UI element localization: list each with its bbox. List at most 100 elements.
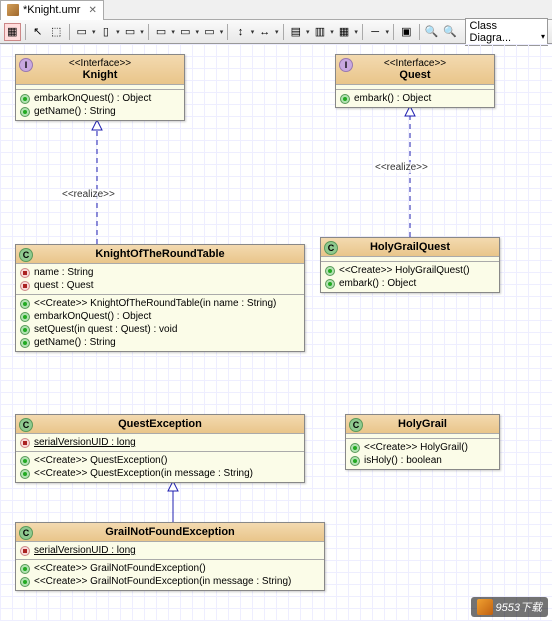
member-row[interactable]: isHoly() : boolean bbox=[346, 454, 499, 467]
class-icon: C bbox=[19, 526, 33, 540]
toolbar-align-top[interactable]: ▭ bbox=[153, 23, 170, 41]
class-title[interactable]: CHolyGrail bbox=[346, 415, 499, 434]
separator bbox=[69, 24, 70, 40]
member-row[interactable]: <<Create>> GrailNotFoundException() bbox=[16, 562, 324, 575]
member-text: embark() : Object bbox=[339, 278, 416, 289]
member-row[interactable]: serialVersionUID : long bbox=[16, 436, 304, 449]
class-hgq[interactable]: CHolyGrailQuest <<Create>> HolyGrailQuest… bbox=[320, 237, 500, 293]
public-icon bbox=[20, 469, 30, 479]
toolbar-size1[interactable]: ↕ bbox=[232, 23, 249, 41]
member-row[interactable]: getName() : String bbox=[16, 105, 184, 118]
toolbar-zoom-in[interactable]: 🔍 bbox=[423, 23, 440, 41]
toolbar-line[interactable]: ─ bbox=[367, 23, 384, 41]
close-icon[interactable]: ✕ bbox=[88, 5, 96, 16]
member-row[interactable]: serialVersionUID : long bbox=[16, 544, 324, 557]
toolbar-dd[interactable]: ▾ bbox=[171, 28, 175, 36]
class-title[interactable]: CQuestException bbox=[16, 415, 304, 434]
toolbar-dd[interactable]: ▾ bbox=[196, 28, 200, 36]
class-title[interactable]: CGrailNotFoundException bbox=[16, 523, 324, 542]
member-row[interactable]: embarkOnQuest() : Object bbox=[16, 92, 184, 105]
member-text: <<Create>> QuestException() bbox=[34, 455, 167, 466]
toolbar-dd[interactable]: ▾ bbox=[354, 28, 358, 36]
connection-label: <<realize>> bbox=[60, 189, 117, 200]
toolbar-pointer[interactable]: ↖ bbox=[29, 23, 46, 41]
member-text: <<Create>> HolyGrail() bbox=[364, 442, 468, 453]
class-quest[interactable]: I<<Interface>>Quest embark() : Object bbox=[335, 54, 495, 108]
class-kot[interactable]: CKnightOfTheRoundTablename : Stringquest… bbox=[15, 244, 305, 352]
separator bbox=[25, 24, 26, 40]
toolbar-new-pkg[interactable]: ▦ bbox=[336, 23, 353, 41]
member-row[interactable]: setQuest(in quest : Quest) : void bbox=[16, 323, 304, 336]
operations: embarkOnQuest() : ObjectgetName() : Stri… bbox=[16, 90, 184, 120]
toolbar-fit[interactable]: ▣ bbox=[398, 23, 415, 41]
public-icon bbox=[20, 94, 30, 104]
class-icon: C bbox=[19, 248, 33, 262]
member-row[interactable]: <<Create>> QuestException() bbox=[16, 454, 304, 467]
class-knight[interactable]: I<<Interface>>Knight embarkOnQuest() : Ob… bbox=[15, 54, 185, 121]
private-icon bbox=[20, 268, 30, 278]
toolbar-dd[interactable]: ▾ bbox=[92, 28, 96, 36]
member-text: isHoly() : boolean bbox=[364, 455, 442, 466]
member-row[interactable]: <<Create>> KnightOfTheRoundTable(in name… bbox=[16, 297, 304, 310]
separator bbox=[227, 24, 228, 40]
member-text: embark() : Object bbox=[354, 93, 431, 104]
attributes: name : Stringquest : Quest bbox=[16, 264, 304, 295]
toolbar-marquee[interactable]: ⬚ bbox=[48, 23, 65, 41]
member-row[interactable]: quest : Quest bbox=[16, 279, 304, 292]
toolbar-align-center[interactable]: ▯ bbox=[98, 23, 115, 41]
toolbar-align-left[interactable]: ▭ bbox=[73, 23, 90, 41]
toolbar-align-mid[interactable]: ▭ bbox=[177, 23, 194, 41]
toolbar-dd[interactable]: ▾ bbox=[306, 28, 310, 36]
class-hg[interactable]: CHolyGrail <<Create>> HolyGrail() isHoly()… bbox=[345, 414, 500, 470]
toolbar-new-layer[interactable]: ▥ bbox=[312, 23, 329, 41]
member-text: quest : Quest bbox=[34, 280, 93, 291]
toolbar-save[interactable]: ▦ bbox=[4, 23, 21, 41]
public-icon bbox=[20, 312, 30, 322]
toolbar-dd[interactable]: ▾ bbox=[275, 28, 279, 36]
class-qex[interactable]: CQuestException serialVersionUID : long <<… bbox=[15, 414, 305, 483]
operations: <<Create>> QuestException()<<Create>> Qu… bbox=[16, 452, 304, 482]
toolbar-dd[interactable]: ▾ bbox=[220, 28, 224, 36]
private-icon bbox=[20, 281, 30, 291]
member-row[interactable]: <<Create>> GrailNotFoundException(in mes… bbox=[16, 575, 324, 588]
class-gnfe[interactable]: CGrailNotFoundException serialVersionUID … bbox=[15, 522, 325, 591]
tab-title: *Knight.umr bbox=[23, 4, 80, 16]
member-text: <<Create>> KnightOfTheRoundTable(in name… bbox=[34, 298, 276, 309]
attributes: serialVersionUID : long bbox=[16, 434, 304, 452]
class-title[interactable]: I<<Interface>>Quest bbox=[336, 55, 494, 85]
public-icon bbox=[350, 456, 360, 466]
toolbar-dd[interactable]: ▾ bbox=[251, 28, 255, 36]
type-name: Knight bbox=[20, 69, 180, 81]
class-title[interactable]: CKnightOfTheRoundTable bbox=[16, 245, 304, 264]
member-row[interactable]: embark() : Object bbox=[321, 277, 499, 290]
public-icon bbox=[325, 266, 335, 276]
public-icon bbox=[20, 338, 30, 348]
toolbar-new-class[interactable]: ▤ bbox=[288, 23, 305, 41]
toolbar-align-bot[interactable]: ▭ bbox=[201, 23, 218, 41]
toolbar-dd[interactable]: ▾ bbox=[140, 28, 144, 36]
toolbar-align-right[interactable]: ▭ bbox=[122, 23, 139, 41]
member-row[interactable]: <<Create>> HolyGrail() bbox=[346, 441, 499, 454]
toolbar-dd[interactable]: ▾ bbox=[385, 28, 389, 36]
toolbar-dd[interactable]: ▾ bbox=[330, 28, 334, 36]
editor-tab[interactable]: *Knight.umr ✕ bbox=[0, 0, 104, 20]
member-row[interactable]: <<Create>> HolyGrailQuest() bbox=[321, 264, 499, 277]
member-text: serialVersionUID : long bbox=[34, 545, 136, 556]
member-row[interactable]: embark() : Object bbox=[336, 92, 494, 105]
member-row[interactable]: <<Create>> QuestException(in message : S… bbox=[16, 467, 304, 480]
member-text: embarkOnQuest() : Object bbox=[34, 311, 151, 322]
member-row[interactable]: name : String bbox=[16, 266, 304, 279]
class-title[interactable]: I<<Interface>>Knight bbox=[16, 55, 184, 85]
toolbar-size2[interactable]: ↔ bbox=[256, 23, 273, 41]
member-row[interactable]: getName() : String bbox=[16, 336, 304, 349]
watermark-icon bbox=[477, 599, 493, 615]
diagram-type-combo[interactable]: Class Diagra... bbox=[465, 18, 549, 46]
toolbar-dd[interactable]: ▾ bbox=[116, 28, 120, 36]
member-row[interactable]: embarkOnQuest() : Object bbox=[16, 310, 304, 323]
public-icon bbox=[325, 279, 335, 289]
toolbar: ▦↖⬚▭▾▯▾▭▾▭▾▭▾▭▾↕▾↔▾▤▾▥▾▦▾─▾▣🔍🔍Class Diag… bbox=[0, 20, 552, 44]
toolbar-zoom-out[interactable]: 🔍 bbox=[442, 23, 459, 41]
diagram-canvas[interactable]: I<<Interface>>Knight embarkOnQuest() : Ob… bbox=[0, 44, 552, 621]
private-icon bbox=[20, 546, 30, 556]
class-title[interactable]: CHolyGrailQuest bbox=[321, 238, 499, 257]
